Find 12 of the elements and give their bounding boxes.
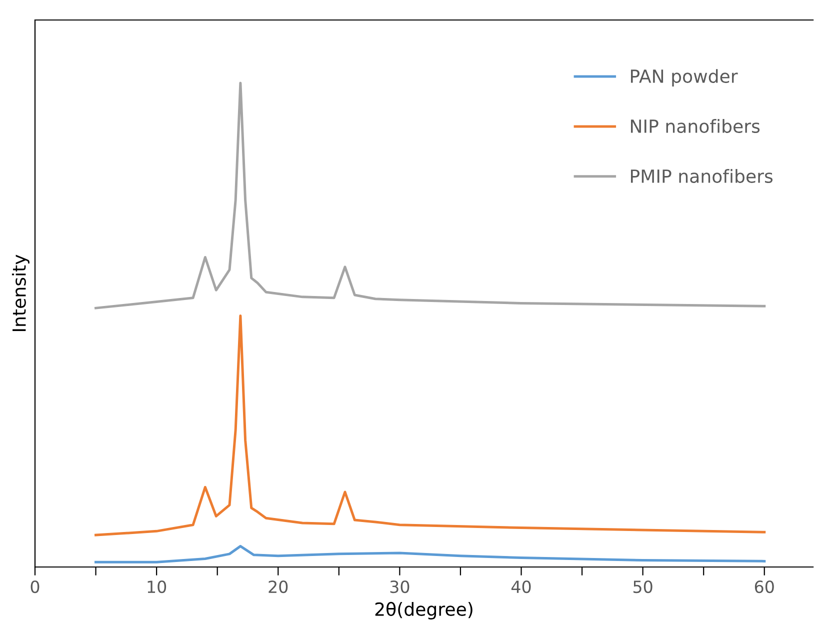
y-axis-title: Intensity	[12, 254, 30, 332]
x-tick-label: 40	[511, 580, 531, 594]
x-tick-label: 50	[633, 580, 652, 594]
x-tick-label: 60	[754, 580, 774, 594]
legend-label: NIP nanofibers	[630, 119, 760, 134]
x-tick-label: 20	[268, 580, 288, 594]
x-tick-label: 10	[148, 580, 166, 594]
x-tick-label: 30	[390, 580, 410, 594]
legend-label: PMIP nanofibers	[630, 169, 773, 183]
x-axis-title: 2θ(degree)	[375, 602, 472, 620]
legend-label: PAN powder	[630, 69, 738, 87]
x-tick-label: 0	[30, 580, 40, 594]
